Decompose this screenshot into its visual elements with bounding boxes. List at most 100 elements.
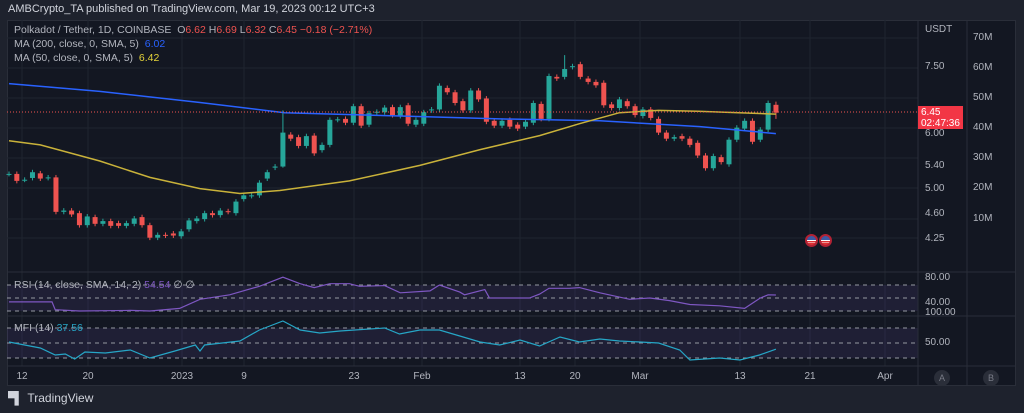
mfi-legend[interactable]: MFI (14) 37.56 <box>14 322 83 334</box>
mfi-tick: 100.00 <box>925 307 956 318</box>
candle <box>538 101 544 122</box>
candle <box>272 164 278 171</box>
candle <box>491 118 497 129</box>
b-button[interactable]: B <box>983 370 999 386</box>
candle-body <box>483 98 489 122</box>
candle <box>45 174 51 181</box>
candle <box>256 180 262 198</box>
candle-body <box>523 121 529 127</box>
publish-info: AMBCrypto_TA published on TradingView.co… <box>8 3 375 15</box>
volume-tick: 10M <box>973 213 993 224</box>
symbol-name: Polkadot / Tether, 1D, COINBASE <box>14 24 172 36</box>
candle <box>444 85 450 95</box>
auto-scale-button[interactable]: A <box>934 370 950 386</box>
candle-body <box>679 136 685 139</box>
candle-body <box>530 102 536 123</box>
candle <box>280 110 286 168</box>
candle <box>710 153 716 171</box>
candle <box>585 76 591 85</box>
candle <box>632 103 638 118</box>
candle-body <box>515 124 521 129</box>
ma200-legend[interactable]: MA (200, close, 0, SMA, 5) 6.02 <box>14 38 165 50</box>
last-price-label: 6.45 02:47:36 <box>918 106 963 129</box>
candle <box>726 137 732 167</box>
brand-name: TradingView <box>27 391 94 405</box>
candle-body <box>507 119 513 127</box>
candle-body <box>710 156 716 169</box>
time-tick: 20 <box>82 371 94 382</box>
candle-body <box>100 221 106 224</box>
candle-body <box>468 90 474 111</box>
price-tick: 5.40 <box>925 160 945 171</box>
candle <box>296 134 302 149</box>
candle-body <box>76 213 82 226</box>
candle-body <box>163 234 169 236</box>
candle-body <box>131 218 137 224</box>
candle <box>29 169 35 181</box>
candle-body <box>444 87 450 93</box>
mfi-value: 37.56 <box>56 322 83 334</box>
candle-body <box>499 120 505 126</box>
volume-tick: 20M <box>973 182 993 193</box>
candle-body <box>382 107 388 113</box>
candle <box>671 134 677 142</box>
candle-body <box>687 138 693 145</box>
candle-body <box>327 119 333 145</box>
candle-body <box>343 118 349 123</box>
candle <box>609 101 615 111</box>
us-event-flag-icon[interactable] <box>819 234 832 247</box>
rsi-extra: ∅ ∅ <box>173 279 195 291</box>
candle-body <box>742 120 748 129</box>
candle <box>155 232 161 241</box>
time-tick: Feb <box>413 371 431 382</box>
candle-body <box>84 216 90 226</box>
candle-body <box>593 81 599 86</box>
candle <box>413 117 419 128</box>
candle-body <box>123 223 129 226</box>
candle-body <box>241 195 247 200</box>
ma50-legend[interactable]: MA (50, close, 0, SMA, 5) 6.42 <box>14 52 159 64</box>
candle-body <box>37 173 43 179</box>
candle-body <box>319 144 325 151</box>
candle <box>421 109 427 127</box>
candle <box>624 98 630 109</box>
candle <box>476 88 482 102</box>
price-tick: 4.25 <box>925 233 945 244</box>
rsi-tick: 40.00 <box>925 297 951 308</box>
candle <box>241 192 247 202</box>
candle <box>593 79 599 88</box>
candle-body <box>186 220 192 230</box>
candle-body <box>703 155 709 169</box>
candle-body <box>640 109 646 117</box>
rsi-band <box>7 285 918 311</box>
low-label: L <box>239 24 246 36</box>
ma50-label: MA (50, close, 0, SMA, 5) <box>14 52 134 64</box>
candle-body <box>170 233 176 236</box>
candle <box>757 127 763 143</box>
time-tick: 9 <box>241 371 247 382</box>
candle-body <box>29 172 35 178</box>
candle-body <box>656 118 662 133</box>
mfi-label: MFI (14) <box>14 322 54 334</box>
time-tick: 2023 <box>170 371 194 382</box>
us-event-flag-icon[interactable] <box>805 234 818 247</box>
candle <box>656 116 662 136</box>
candle-body <box>45 177 51 179</box>
candle-body <box>624 101 630 107</box>
candle <box>601 80 607 108</box>
tradingview-logo-icon: ▀▌ <box>8 391 23 405</box>
candle-body <box>303 136 309 146</box>
candle-body <box>616 99 622 109</box>
mfi-line <box>8 320 777 361</box>
candle <box>61 208 67 215</box>
candle-body <box>233 201 239 214</box>
candle <box>186 218 192 232</box>
rsi-legend[interactable]: RSI (14, close, SMA, 14, 2) 54.54 ∅ ∅ <box>14 279 195 291</box>
candle-body <box>491 120 497 126</box>
candle <box>131 216 137 227</box>
candle-body <box>648 109 654 118</box>
candle-body <box>773 104 779 113</box>
tradingview-logo[interactable]: ▀▌ TradingView <box>8 391 93 405</box>
candle-body <box>421 112 427 124</box>
